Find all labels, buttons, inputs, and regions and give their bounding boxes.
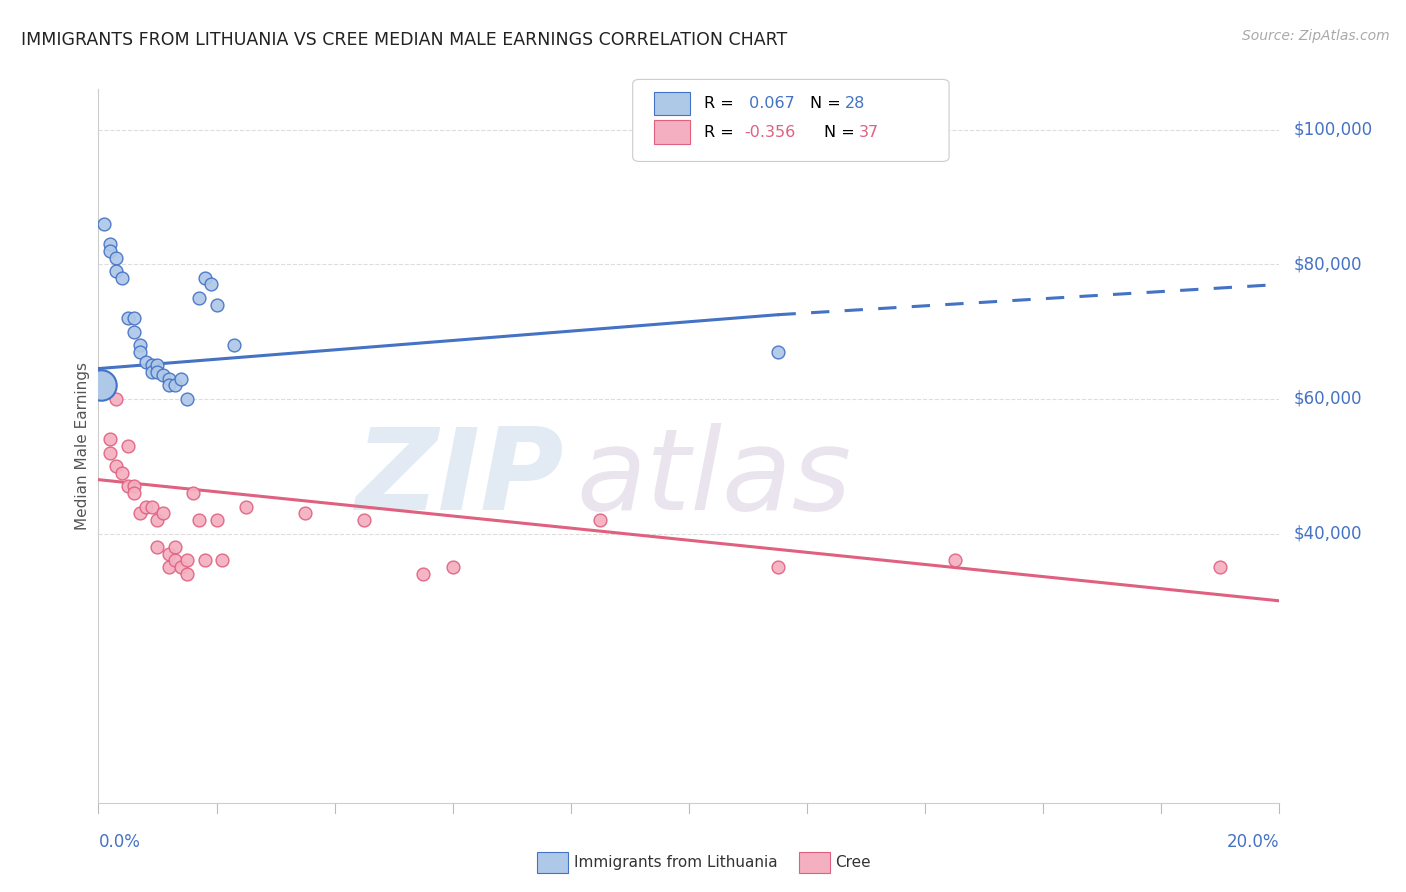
Point	[141, 358, 163, 372]
Point	[146, 540, 169, 554]
Point	[105, 459, 128, 474]
Text: IMMIGRANTS FROM LITHUANIA VS CREE MEDIAN MALE EARNINGS CORRELATION CHART: IMMIGRANTS FROM LITHUANIA VS CREE MEDIAN…	[21, 31, 787, 49]
Point	[117, 479, 139, 493]
Point	[294, 506, 316, 520]
Point	[141, 500, 163, 514]
Point	[157, 378, 180, 392]
Point	[176, 392, 198, 406]
Text: R =: R =	[704, 96, 740, 111]
Point	[589, 513, 612, 527]
Point	[98, 446, 121, 460]
Point	[146, 358, 169, 372]
Text: Source: ZipAtlas.com: Source: ZipAtlas.com	[1241, 29, 1389, 43]
Point	[122, 325, 145, 339]
Point	[128, 344, 150, 359]
Text: Immigrants from Lithuania: Immigrants from Lithuania	[574, 855, 778, 870]
Point	[441, 560, 464, 574]
Point	[205, 513, 228, 527]
Point	[135, 355, 157, 369]
Point	[224, 338, 246, 352]
Point	[165, 378, 187, 392]
Point	[235, 500, 257, 514]
Point	[412, 566, 434, 581]
Point	[176, 553, 198, 567]
Point	[146, 513, 169, 527]
Point	[135, 500, 157, 514]
Point	[98, 244, 121, 258]
Point	[170, 560, 193, 574]
Point	[98, 432, 121, 446]
Text: 0.067: 0.067	[744, 96, 794, 111]
Point	[93, 217, 115, 231]
Point	[766, 560, 789, 574]
Point	[200, 277, 222, 292]
Text: 20.0%: 20.0%	[1227, 833, 1279, 851]
Point	[152, 368, 174, 383]
Point	[766, 344, 789, 359]
Point	[205, 298, 228, 312]
Point	[128, 338, 150, 352]
Point	[117, 439, 139, 453]
Point	[122, 479, 145, 493]
Text: R =: R =	[704, 125, 740, 139]
Text: 37: 37	[859, 125, 879, 139]
Point	[117, 311, 139, 326]
Text: $80,000: $80,000	[1294, 255, 1362, 273]
Point	[111, 270, 134, 285]
Point	[165, 553, 187, 567]
Text: Cree: Cree	[835, 855, 870, 870]
Text: -0.356: -0.356	[744, 125, 794, 139]
Point	[105, 251, 128, 265]
Point	[194, 553, 217, 567]
Point	[181, 486, 204, 500]
Text: N =: N =	[810, 96, 846, 111]
Text: 0.0%: 0.0%	[98, 833, 141, 851]
Point	[122, 311, 145, 326]
Text: $60,000: $60,000	[1294, 390, 1362, 408]
Text: N =: N =	[824, 125, 860, 139]
Text: $40,000: $40,000	[1294, 524, 1362, 542]
Point	[187, 291, 209, 305]
Text: atlas: atlas	[576, 423, 852, 533]
Point	[211, 553, 233, 567]
Point	[105, 264, 128, 278]
Text: ZIP: ZIP	[357, 423, 565, 533]
Text: $100,000: $100,000	[1294, 120, 1372, 138]
Point	[98, 237, 121, 252]
Point	[353, 513, 375, 527]
Point	[187, 513, 209, 527]
Point	[90, 378, 112, 392]
Point	[141, 365, 163, 379]
Point	[1209, 560, 1232, 574]
Point	[194, 270, 217, 285]
Point	[128, 506, 150, 520]
Point	[152, 506, 174, 520]
Point	[93, 372, 115, 386]
Point	[157, 372, 180, 386]
Point	[111, 466, 134, 480]
Point	[943, 553, 966, 567]
Point	[170, 372, 193, 386]
Point	[105, 392, 128, 406]
Point	[176, 566, 198, 581]
Point	[122, 486, 145, 500]
Point	[157, 560, 180, 574]
Y-axis label: Median Male Earnings: Median Male Earnings	[75, 362, 90, 530]
Point	[146, 365, 169, 379]
Point	[165, 540, 187, 554]
Point	[157, 547, 180, 561]
Text: 28: 28	[845, 96, 865, 111]
